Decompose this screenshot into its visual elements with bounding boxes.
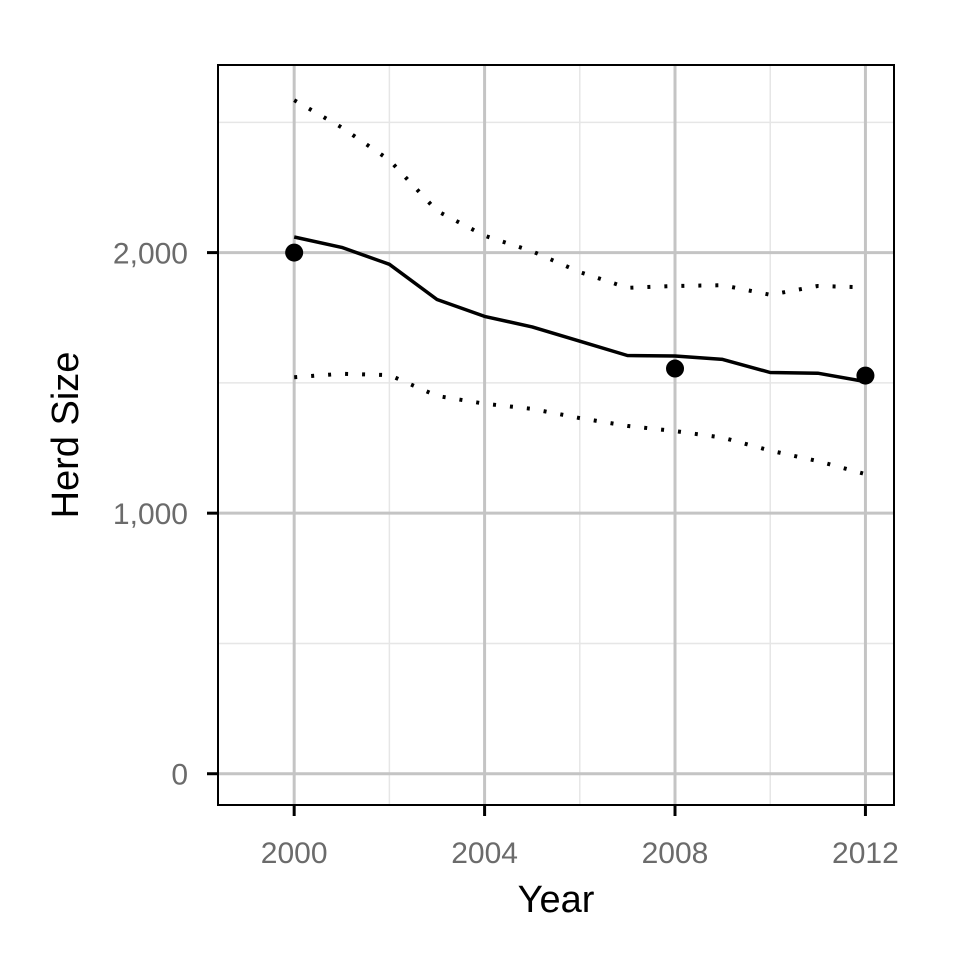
minor-grid <box>218 65 894 805</box>
y-tick-label: 2,000 <box>113 238 188 271</box>
interval-line <box>294 371 866 477</box>
data-point <box>856 366 875 385</box>
tick-labels: 2000 2004 2008 2012 0 1,000 2,000 <box>113 238 899 870</box>
x-tick-label: 2000 <box>261 837 328 870</box>
plot-border <box>217 64 895 806</box>
y-tick-label: 0 <box>171 759 188 792</box>
series-layer <box>285 98 875 477</box>
data-point <box>285 243 304 262</box>
x-tick-label: 2012 <box>832 837 899 870</box>
x-tick-label: 2008 <box>642 837 709 870</box>
data-point <box>666 359 685 378</box>
y-axis-title: Herd Size <box>45 352 87 519</box>
x-tick-label: 2004 <box>451 837 518 870</box>
major-grid <box>218 65 894 805</box>
estimate-line <box>293 235 866 384</box>
x-axis-title: Year <box>518 879 595 921</box>
axis-ticks <box>207 251 867 816</box>
y-tick-label: 1,000 <box>113 498 188 531</box>
